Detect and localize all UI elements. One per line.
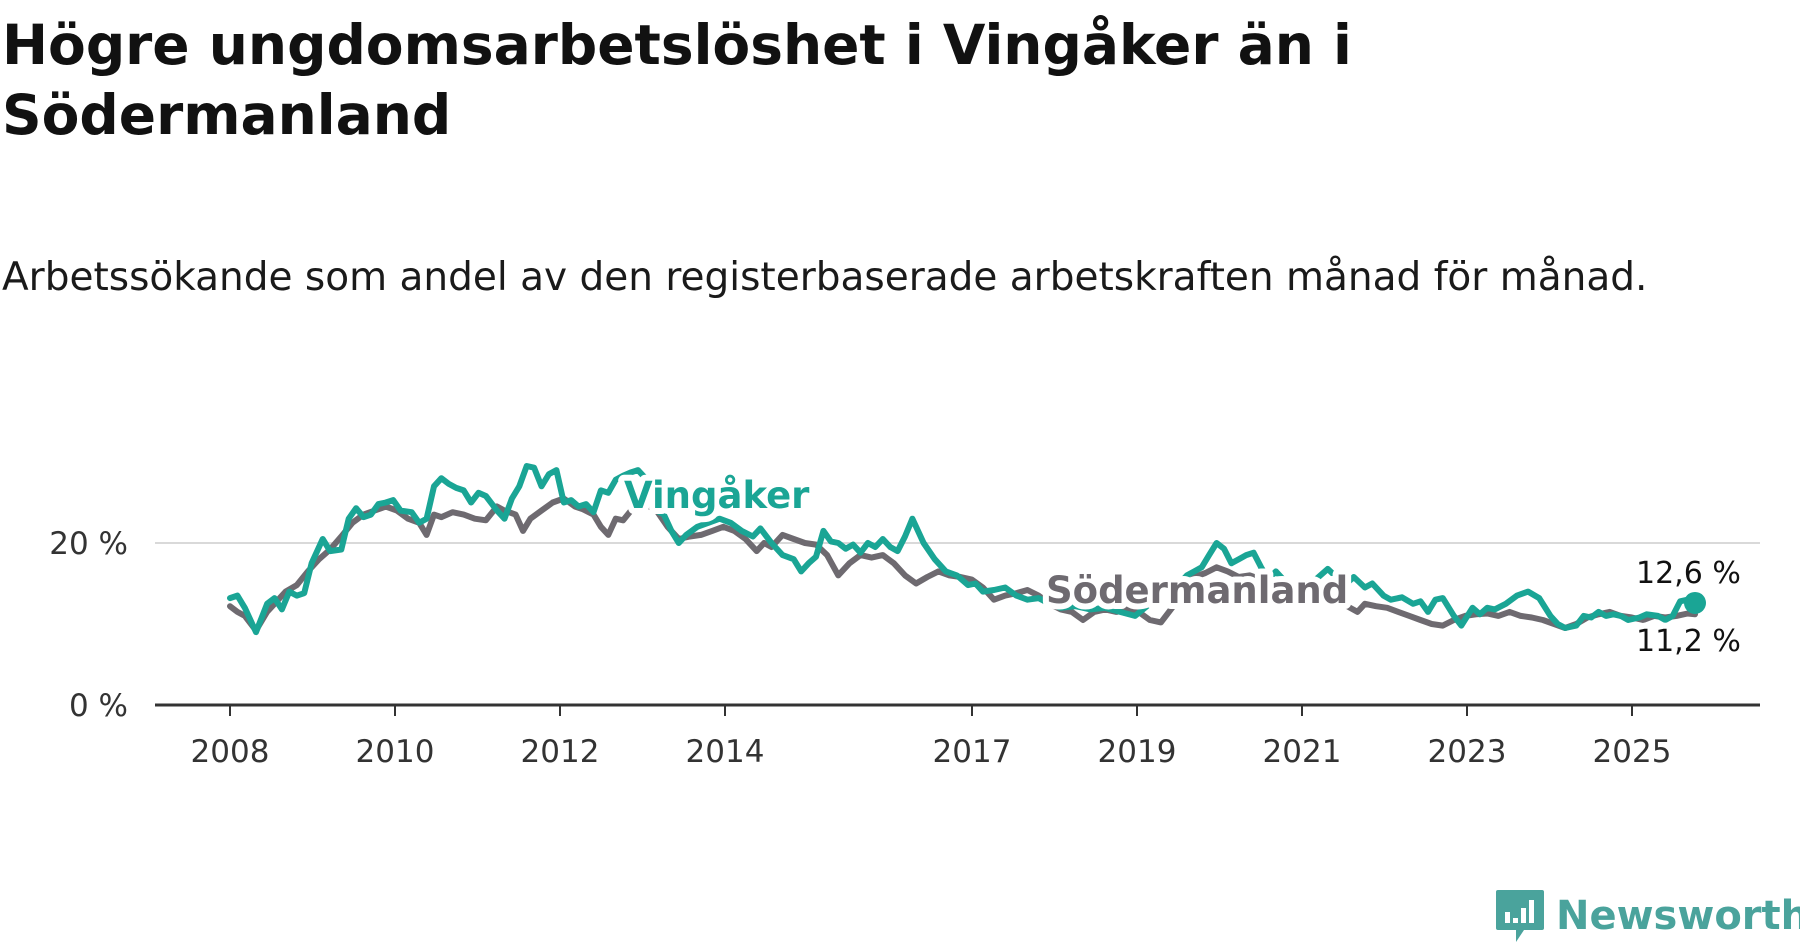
end-label-vingaker-halo: 12,6 %: [1636, 556, 1741, 591]
series-line-vingaker: [227, 463, 1698, 636]
x-tick-label: 2010: [356, 734, 435, 770]
end-label-sodermanland: 11,2 %: [1636, 624, 1741, 659]
axis-layer: 0 % 20 % 2008 2010 2012 2014 2017 2019 2021 2023 2…: [49, 526, 1760, 770]
chart-subtitle: Arbetssökande som andel av den registerb…: [2, 255, 1648, 300]
x-tick-label: 2014: [686, 734, 765, 770]
series-label-vingaker: Vingåker: [624, 474, 810, 517]
end-label-vingaker: 12,6 %: [1636, 556, 1741, 591]
end-marker-vingaker: [1684, 591, 1706, 614]
newsworthy-logo-icon: [1496, 890, 1544, 942]
y-tick-label: 20 %: [49, 526, 128, 562]
x-tick-label: 2017: [933, 734, 1012, 770]
brand-name: Newsworthy: [1556, 893, 1800, 939]
x-tick-label: 2008: [191, 734, 270, 770]
x-tick-label: 2012: [521, 734, 600, 770]
label-layer: VingåkerVingåkerSödermanlandSödermanland…: [618, 468, 1747, 665]
x-tick-label: 2025: [1593, 734, 1672, 770]
x-tick-label: 2023: [1428, 734, 1507, 770]
series-label-sodermanland: Södermanland: [1046, 569, 1348, 612]
x-tick-label: 2019: [1098, 734, 1177, 770]
series-label-sodermanland-halo: Södermanland: [1046, 569, 1348, 612]
series-line-sodermanland: [227, 495, 1698, 634]
x-tick-label: 2021: [1263, 734, 1342, 770]
y-tick-label: 0 %: [69, 688, 128, 724]
end-label-sodermanland-halo: 11,2 %: [1636, 624, 1741, 659]
newsworthy-logo: Newsworthy: [1494, 888, 1800, 944]
chart-title: Högre ungdomsarbetslöshet i Vingåker än …: [2, 13, 1352, 147]
series-layer: [227, 463, 1698, 636]
series-label-vingaker-halo: Vingåker: [624, 474, 810, 517]
